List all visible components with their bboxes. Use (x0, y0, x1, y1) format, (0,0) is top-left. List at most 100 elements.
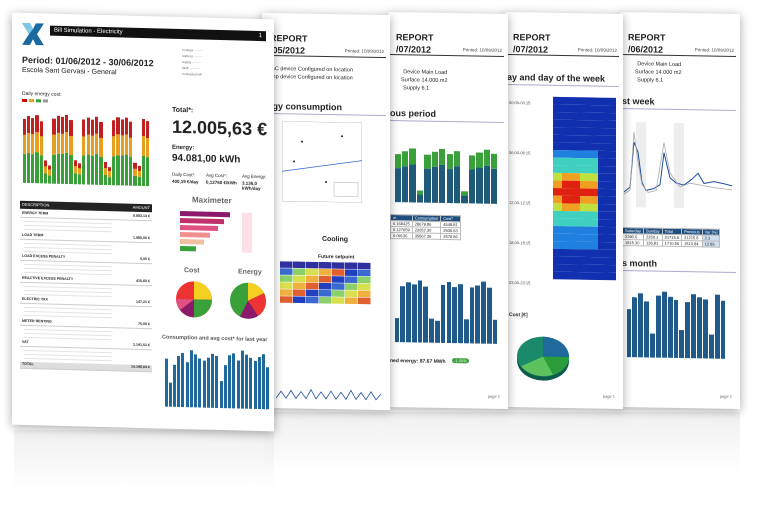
heatmap-cell (553, 96, 562, 105)
daily-cost-bar (120, 119, 124, 136)
heatmap-cell (589, 181, 598, 189)
daily-cost-bar (77, 168, 82, 175)
daily-cost-bar (129, 137, 133, 158)
heatmap-cell (580, 249, 589, 258)
daily-cost-bar (31, 117, 35, 135)
chart-bar (469, 287, 475, 344)
heatmap-cell (562, 127, 571, 136)
heatmap-cell (598, 257, 607, 265)
section-title: s month (622, 257, 657, 269)
daily-cost-bar (48, 165, 52, 170)
daily-cost-bar (99, 121, 103, 138)
heatmap-cell (607, 97, 616, 106)
avg-cost-value: 0,12760 €/kWh (206, 179, 237, 186)
setpoint-cell (306, 282, 319, 290)
chart-bar (697, 297, 702, 359)
heatmap-cell (571, 135, 580, 143)
heatmap-cell (553, 104, 562, 113)
heatmap-cell (553, 226, 562, 234)
heatmap-cell (589, 112, 598, 121)
daily-cost-bar (69, 155, 73, 185)
heatmap-cell (598, 112, 607, 121)
consumption-bar (198, 358, 202, 408)
setpoint-cell (345, 283, 358, 291)
daily-cost-bar (112, 119, 116, 137)
setpoint-cell (332, 290, 345, 297)
chart-bar (673, 300, 679, 358)
report-page-4: REPORT /07/2012 Printed: 10/09/2012 ay a… (505, 11, 623, 410)
client-info: Contract ········· Address ········ Supply… (182, 48, 205, 77)
chart-bar (401, 151, 409, 167)
setpoint-cell (280, 282, 293, 289)
avg-energy-title: Avg Energy: (242, 173, 267, 180)
daily-cost-bar (129, 156, 133, 186)
setpoint-cell (306, 261, 319, 269)
printed-date: Printed: 10/09/2012 (344, 48, 384, 55)
heatmap-cell (589, 219, 598, 227)
heatmap-cell (571, 97, 580, 105)
daily-cost-bar (99, 137, 103, 157)
chart-bar (679, 329, 685, 359)
setpoint-cell (280, 261, 293, 268)
daily-cost-bar (56, 153, 60, 184)
daily-cost-title: Daily Cost*: (172, 171, 196, 178)
title-bar: Bill Simulation - Electricity 1 (50, 25, 266, 42)
heatmap-cell (598, 143, 607, 151)
daily-cost-bar (141, 135, 146, 156)
table-row: METER RENTING 75,00 € (20, 318, 152, 340)
heatmap-cell (580, 188, 589, 197)
daily-cost-bar (107, 171, 112, 177)
heatmap-cell (607, 211, 616, 220)
chart-bar (429, 318, 434, 343)
daily-cost-bar (60, 116, 65, 134)
heatmap-cell (607, 234, 616, 243)
heatmap-cell (571, 264, 580, 273)
heatmap-cell (553, 127, 562, 135)
chart-bar (416, 190, 424, 195)
daily-cost-bar (124, 117, 129, 135)
heatmap-cell (571, 271, 580, 280)
heatmap-cell (598, 120, 607, 129)
heatmap-cell (589, 264, 598, 273)
bill-simulation-page: Bill Simulation - Electricity 1 Period: … (12, 12, 274, 432)
heatmap-cell (553, 210, 562, 219)
mini-line-chart (276, 388, 382, 401)
setpoint-cell (293, 282, 306, 290)
report-page-3: REPORT /07/2012 Printed: 10/09/2012 Devi… (388, 11, 508, 410)
heatmap-cell (562, 256, 571, 265)
heatmap-cell (598, 272, 607, 281)
chart-bar (661, 292, 667, 358)
period-table: m Consumption Cost* 0.168425 28679.86 4648.8… (390, 214, 461, 240)
consumption-bar (257, 357, 261, 410)
heatmap-cell (562, 188, 571, 196)
chart-bar (720, 301, 726, 359)
heatmap-cell (553, 150, 562, 158)
section-title: Cost [€] (509, 312, 528, 319)
chart-bar (461, 194, 468, 204)
consumption-bar (228, 355, 232, 409)
heatmap-cell (571, 218, 580, 227)
consumption-bar (177, 355, 181, 407)
consumption-bar (189, 350, 193, 408)
daily-cost-bar (112, 155, 116, 186)
chart-bar (401, 166, 409, 203)
cooling-title: Cooling (322, 235, 349, 244)
page-number: page 1 (719, 393, 732, 399)
period-label: Period: 01/06/2012 - 30/06/2012 (22, 54, 154, 69)
daily-cost-bar (133, 162, 137, 169)
heatmap-cell (598, 219, 607, 227)
daily-cost-bar (82, 135, 86, 156)
setpoint-cell (306, 275, 319, 283)
chart-bar (453, 166, 461, 204)
heatmap-cell (598, 181, 607, 189)
chart-bar (492, 319, 498, 344)
heatmap-cell (598, 203, 607, 212)
daily-cost-bar (26, 116, 31, 133)
heatmap-cell (562, 134, 571, 143)
heatmap-cell (571, 157, 580, 166)
printed-date: Printed: 10/09/2012 (694, 47, 734, 53)
heatmap-cell (571, 188, 580, 197)
chart-bar (439, 149, 446, 166)
heatmap-cell (607, 196, 616, 205)
chart-bar (434, 320, 440, 343)
